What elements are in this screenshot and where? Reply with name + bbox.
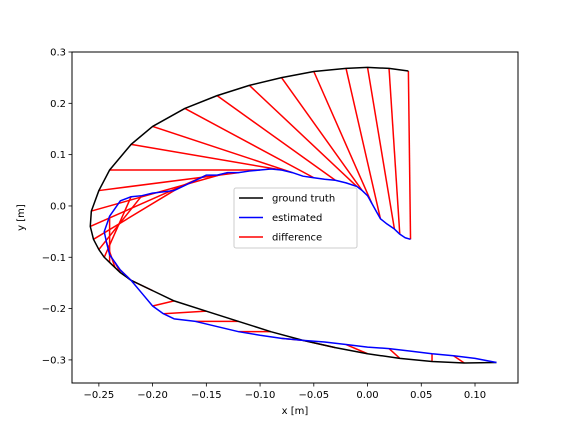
y-tick-label: 0.3 <box>50 48 66 59</box>
y-tick-label: 0.0 <box>50 201 66 212</box>
x-tick-label: −0.05 <box>298 390 329 401</box>
legend: ground truth estimated difference <box>234 188 357 248</box>
x-tick-label: −0.10 <box>245 390 276 401</box>
x-ticks: −0.25 −0.20 −0.15 −0.10 −0.05 0.00 0.05 0.10 <box>84 383 487 401</box>
x-tick-label: 0.00 <box>356 390 378 401</box>
y-axis-label: y [m] <box>16 204 27 231</box>
x-tick-label: −0.25 <box>84 390 115 401</box>
difference-segment <box>93 191 174 240</box>
y-tick-label: 0.1 <box>50 150 66 161</box>
difference-segment <box>163 311 206 314</box>
y-tick-label: −0.1 <box>42 253 66 264</box>
x-axis-label: x [m] <box>282 406 309 417</box>
y-tick-label: −0.3 <box>42 355 66 366</box>
y-tick-label: 0.2 <box>50 99 66 110</box>
legend-label-ground-truth: ground truth <box>272 194 335 205</box>
difference-segment <box>314 72 372 204</box>
difference-segment <box>153 126 293 172</box>
y-ticks: −0.3 −0.2 −0.1 0.0 0.1 0.2 0.3 <box>42 48 72 367</box>
y-tick-label: −0.2 <box>42 304 66 315</box>
legend-label-estimated: estimated <box>272 213 322 224</box>
difference-segment <box>408 71 410 239</box>
legend-label-difference: difference <box>272 233 322 244</box>
x-tick-label: −0.20 <box>137 390 168 401</box>
x-tick-label: −0.15 <box>191 390 222 401</box>
x-tick-label: 0.10 <box>464 390 486 401</box>
difference-segment <box>153 301 174 306</box>
x-tick-label: 0.05 <box>410 390 432 401</box>
